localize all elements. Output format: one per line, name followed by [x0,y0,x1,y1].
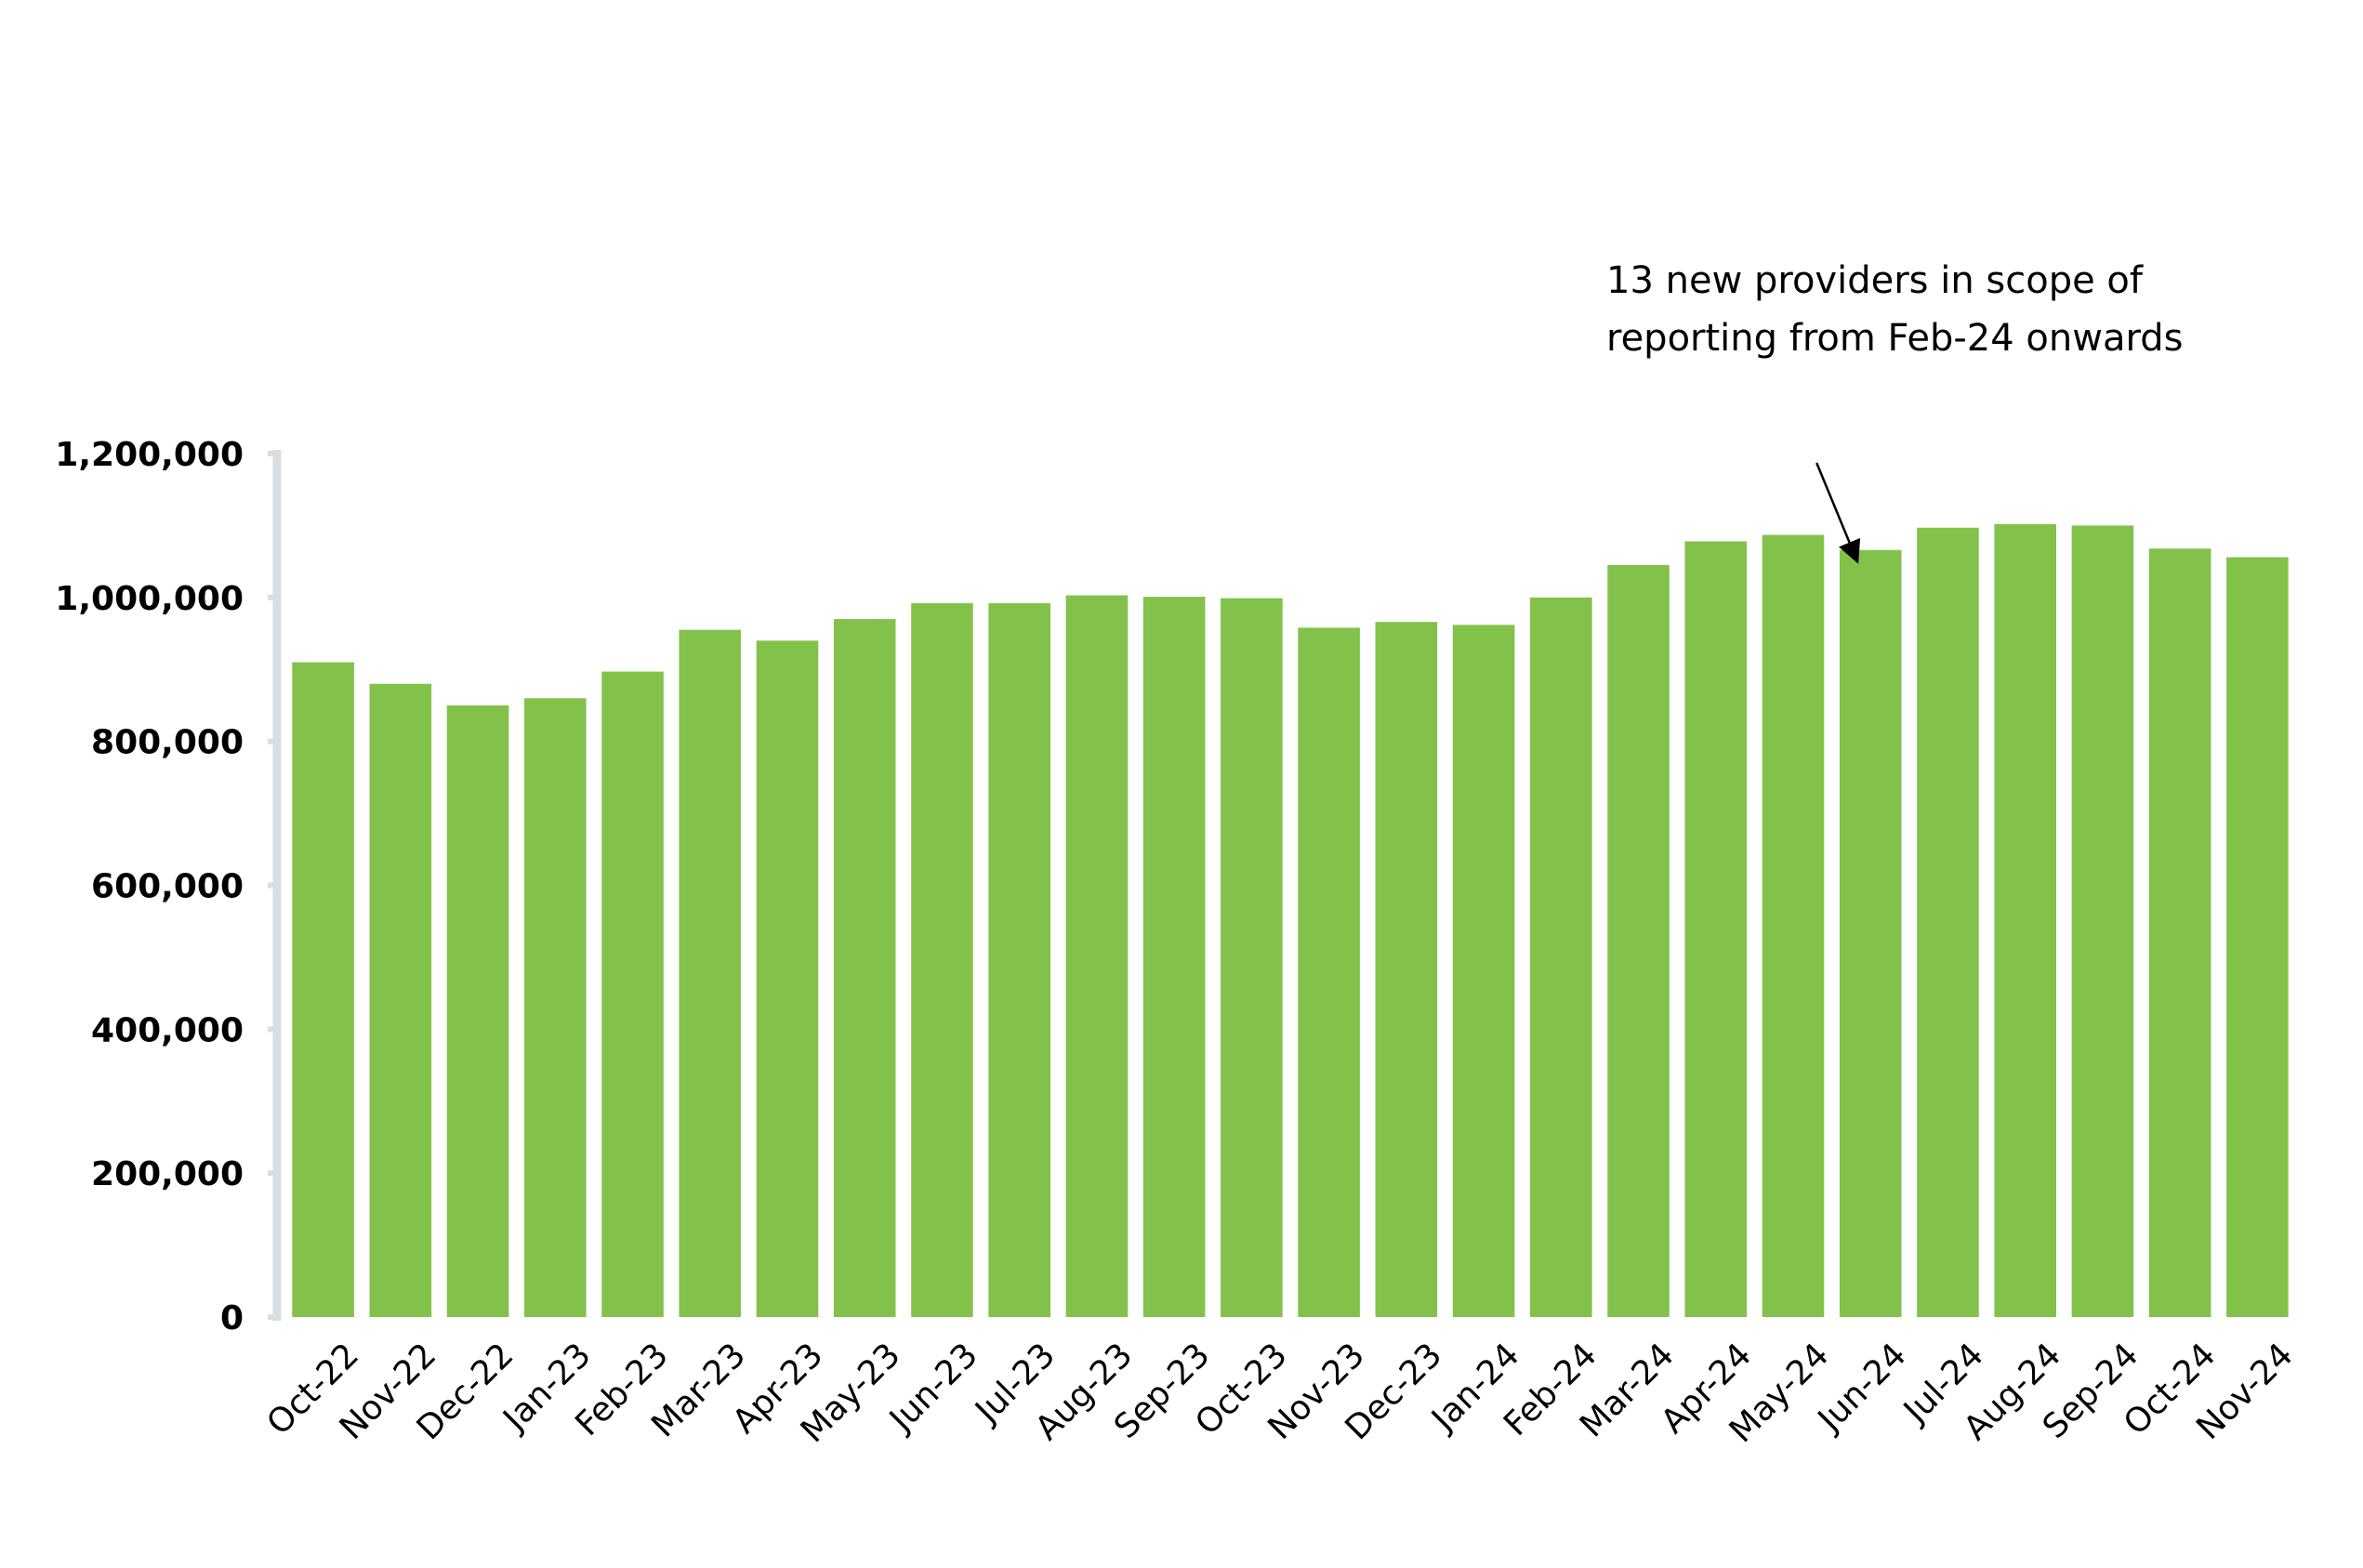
bar-oct-24 [2148,548,2211,1317]
bar-dec-23 [1375,622,1438,1317]
bar-jan-23 [524,698,587,1317]
x-axis: Oct-22Nov-22Dec-22Jan-23Feb-23Mar-23Apr-… [259,1336,2300,1450]
bar-jul-24 [1917,527,1979,1317]
bar-sep-24 [2071,525,2134,1317]
bar-mar-23 [679,629,742,1317]
x-tick-label: Jun-23 [881,1336,985,1440]
bar-aug-23 [1065,595,1129,1317]
bar-apr-24 [1684,541,1748,1317]
bar-jun-23 [911,603,973,1317]
bar-nov-23 [1298,627,1360,1317]
y-axis: 0 200,000 400,000 600,000 800,000 1,000,000 1,… [55,436,277,1337]
bar-dec-22 [446,705,509,1317]
y-tick-label: 200,000 [91,1155,244,1193]
y-tick-label: 1,000,000 [55,580,244,618]
bar-nov-22 [369,683,432,1317]
bar-feb-23 [601,671,664,1317]
bar-feb-24 [1530,597,1592,1317]
bar-jul-23 [988,603,1050,1317]
y-tick-label: 400,000 [91,1011,244,1049]
bar-jan-24 [1452,625,1515,1317]
x-tick-label: Jun-24 [1810,1336,1914,1440]
y-tick-label: 1,200,000 [55,436,244,474]
bar-oct-22 [292,662,354,1317]
y-tick-label: 800,000 [91,724,244,762]
bar-mar-24 [1607,564,1670,1317]
bar-aug-24 [1994,523,2056,1317]
y-tick-label: 600,000 [91,868,244,906]
bar-nov-24 [2226,557,2289,1317]
bar-sep-23 [1142,597,1206,1317]
bar-jun-24 [1839,549,1902,1317]
annotation-line-1: 13 new providers in scope of [1606,259,2144,302]
bar-may-23 [833,619,896,1317]
bar-oct-23 [1221,598,1283,1317]
bar-may-24 [1762,534,1825,1317]
bar-apr-23 [756,640,819,1317]
annotation-line-2: reporting from Feb-24 onwards [1606,317,2183,360]
annotation: 13 new providers in scope of reporting f… [1606,259,2183,564]
bars [292,523,2289,1317]
y-tick-label: 0 [220,1299,244,1337]
annotation-arrow [1815,462,1861,564]
